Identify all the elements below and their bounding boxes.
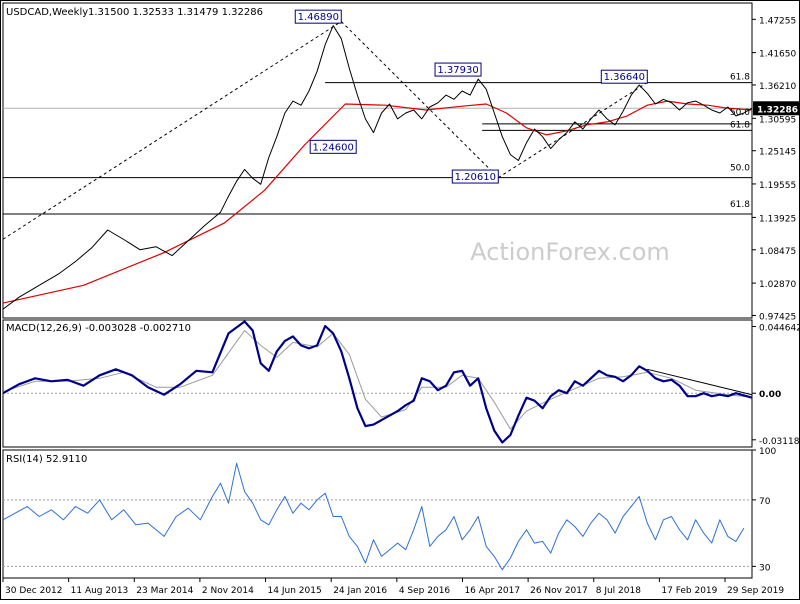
price-callout-box bbox=[451, 169, 499, 184]
price-callout-label: 1.36640 bbox=[604, 72, 645, 83]
fib-label: 61.8 bbox=[730, 200, 750, 210]
rsi-y-tick-label: 30 bbox=[759, 563, 771, 573]
price-callout-box bbox=[600, 69, 648, 84]
price-callout-label: 1.20610 bbox=[455, 172, 496, 183]
x-tick-label: 2 Nov 2014 bbox=[202, 586, 254, 596]
price-y-tick-label: 1.13925 bbox=[759, 214, 796, 224]
fib-label: 61.8 bbox=[730, 120, 750, 130]
x-tick-label: 11 Aug 2013 bbox=[71, 586, 129, 596]
price-callout-box bbox=[309, 139, 357, 154]
price-callout-label: 1.37930 bbox=[437, 65, 478, 76]
macd-signal-line bbox=[2, 330, 753, 430]
x-tick-label: 8 Jul 2018 bbox=[596, 586, 641, 596]
price-line bbox=[2, 25, 753, 310]
rsi-label: RSI(14) 52.9110 bbox=[6, 454, 87, 465]
macd-label: MACD(12,26,9) -0.003028 -0.002710 bbox=[6, 323, 191, 334]
macd-y-tick-label: 0.00 bbox=[759, 390, 781, 400]
macd-panel-frame bbox=[2, 319, 753, 448]
fib-label: 61.8 bbox=[730, 73, 750, 83]
macd-trend-line bbox=[647, 368, 753, 396]
rsi-line bbox=[2, 462, 745, 571]
x-tick-label: 4 Sep 2016 bbox=[399, 586, 451, 596]
price-y-tick-label: 1.36210 bbox=[759, 82, 796, 92]
x-tick-label: 16 Apr 2017 bbox=[464, 586, 520, 596]
rsi-panel-frame bbox=[2, 449, 753, 579]
x-tick-label: 26 Nov 2017 bbox=[530, 586, 588, 596]
price-y-tick-label: 1.30595 bbox=[759, 115, 796, 125]
price-y-tick-label: 1.19555 bbox=[759, 181, 796, 191]
fib-label: 50.0 bbox=[730, 164, 750, 174]
rsi-y-tick-label: 100 bbox=[759, 447, 776, 457]
macd-line bbox=[2, 320, 753, 444]
moving-average-line bbox=[2, 100, 753, 304]
last-price-label: 1.32286 bbox=[757, 105, 798, 115]
price-y-tick-label: 0.97425 bbox=[759, 312, 796, 322]
x-tick-label: 23 Mar 2014 bbox=[136, 586, 193, 596]
price-callout-label: 1.24600 bbox=[313, 142, 354, 153]
price-panel-frame bbox=[2, 2, 753, 319]
rsi-y-tick-label: 70 bbox=[759, 497, 771, 507]
price-callout-box bbox=[294, 9, 342, 24]
macd-y-tick-label: 0.044642 bbox=[759, 324, 800, 334]
x-tick-label: 24 Jan 2016 bbox=[333, 586, 387, 596]
macd-y-tick-label: -0.031183 bbox=[759, 437, 800, 447]
watermark: ActionForex.com bbox=[470, 238, 670, 266]
price-y-tick-label: 1.02870 bbox=[759, 280, 796, 290]
x-tick-label: 30 Dec 2012 bbox=[5, 586, 63, 596]
price-y-tick-label: 1.41650 bbox=[759, 50, 796, 60]
price-callout-box bbox=[434, 62, 482, 77]
ohlc-readout: 1.31500 1.32533 1.31479 1.32286 bbox=[88, 7, 263, 18]
price-y-tick-label: 1.08475 bbox=[759, 247, 796, 257]
price-callout-label: 1.46890 bbox=[298, 12, 339, 23]
trend-line bbox=[2, 21, 342, 240]
trend-line bbox=[340, 21, 499, 179]
price-y-tick-label: 1.47255 bbox=[759, 16, 796, 26]
fib-label: 50.0 bbox=[730, 108, 750, 118]
x-tick-label: 17 Feb 2019 bbox=[661, 586, 717, 596]
last-price-badge bbox=[753, 101, 800, 116]
x-tick-label: 14 Jun 2015 bbox=[268, 586, 322, 596]
chart-title: USDCAD,Weekly bbox=[6, 7, 88, 18]
price-y-tick-label: 1.25145 bbox=[759, 148, 796, 158]
x-tick-label: 29 Sep 2019 bbox=[727, 586, 784, 596]
